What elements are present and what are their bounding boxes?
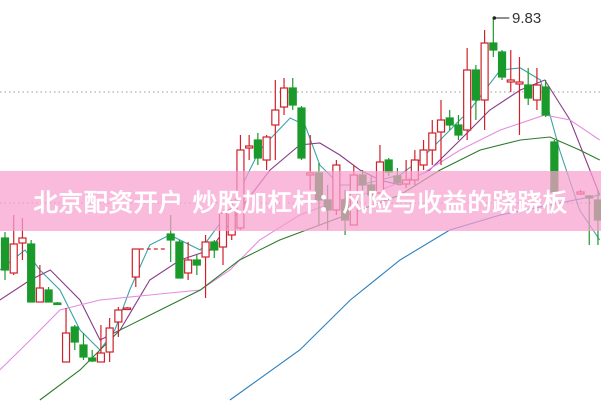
- candle-down: [497, 51, 507, 78]
- candle-up: [105, 327, 114, 353]
- candle-up: [122, 307, 132, 311]
- candle-down: [53, 302, 62, 306]
- banner-title: 北京配资开户 炒股加杠杆：风险与收益的跷跷板: [33, 187, 568, 217]
- title-banner: 北京配资开户 炒股加杠杆：风险与收益的跷跷板: [0, 171, 601, 231]
- candle-down: [445, 117, 454, 126]
- candle-down: [297, 107, 306, 159]
- candle-down: [192, 259, 201, 266]
- candle-down: [541, 86, 550, 116]
- candle-up: [245, 145, 254, 149]
- candle-up: [532, 84, 542, 101]
- candle-down: [489, 42, 498, 51]
- candle-up: [9, 243, 18, 274]
- candle-up: [436, 119, 446, 133]
- candle-up: [279, 87, 289, 108]
- candle-up: [480, 42, 489, 101]
- candle-up: [201, 241, 210, 258]
- candle-down: [0, 237, 10, 271]
- candle-down: [175, 241, 184, 279]
- candle-up: [131, 248, 140, 278]
- candle-down: [454, 124, 463, 136]
- candle-down: [27, 243, 36, 303]
- candle-up: [271, 109, 280, 126]
- candle-up: [515, 81, 524, 85]
- candle-down: [210, 241, 219, 251]
- candle-up: [114, 309, 123, 323]
- candle-down: [79, 344, 88, 358]
- candle-down: [70, 326, 79, 343]
- candle-down: [524, 84, 533, 99]
- candle-down: [88, 357, 97, 362]
- candle-up: [428, 132, 437, 151]
- candle-down: [253, 139, 262, 159]
- period-high-label: 9.83: [512, 10, 542, 27]
- candle-up: [184, 259, 193, 274]
- candle-down: [471, 69, 480, 101]
- candle-up: [419, 149, 428, 166]
- high-marker-dot: [492, 16, 497, 20]
- candle-up: [96, 352, 106, 363]
- candle-up: [18, 237, 27, 244]
- candle-down: [166, 233, 175, 241]
- candle-up: [262, 136, 271, 161]
- candle-up: [463, 69, 472, 131]
- candle-up: [61, 332, 71, 363]
- candle-down: [44, 289, 53, 303]
- candle-up: [35, 287, 44, 303]
- candle-up: [506, 79, 515, 83]
- candle-down: [288, 87, 297, 106]
